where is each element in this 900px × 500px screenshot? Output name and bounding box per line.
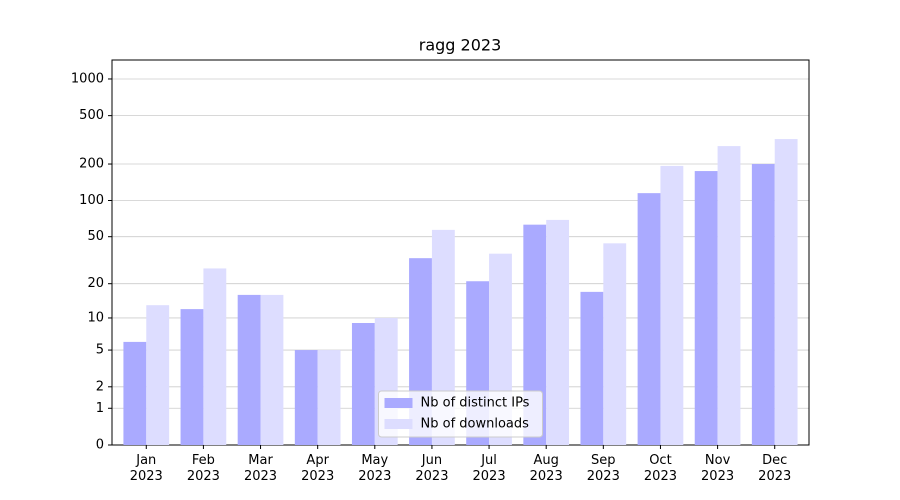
bar — [203, 268, 227, 445]
y-tick-label: 50 — [87, 229, 104, 244]
y-tick-label: 200 — [79, 157, 104, 172]
grid — [112, 78, 809, 446]
bar — [180, 309, 204, 445]
legend-label: Nb of downloads — [421, 417, 530, 432]
bar — [237, 294, 261, 445]
bar — [751, 164, 775, 445]
y-tick-label: 100 — [79, 193, 104, 208]
bar — [123, 341, 147, 445]
x-tick-label: Apr 2023 — [301, 453, 335, 484]
bar — [660, 165, 684, 445]
bar — [694, 171, 718, 445]
x-tick-label: Dec 2023 — [758, 453, 792, 484]
y-tick-label: 1 — [96, 401, 104, 416]
legend: Nb of distinct IPs Nb of downloads — [378, 390, 543, 438]
y-tick-label: 20 — [87, 276, 104, 291]
chart-title: ragg 2023 — [419, 36, 502, 55]
bar — [351, 323, 375, 445]
bar — [317, 350, 341, 445]
bar — [523, 224, 547, 445]
bar — [146, 305, 170, 445]
y-tick-label: 0 — [96, 438, 104, 453]
plot-frame — [111, 59, 810, 446]
bar — [717, 146, 741, 445]
bar — [603, 243, 627, 445]
x-tick-label: Mar 2023 — [243, 453, 278, 484]
x-tick-label: Sep 2023 — [586, 453, 620, 484]
legend-label: Nb of distinct IPs — [421, 396, 530, 411]
x-tick-label: Oct 2023 — [643, 453, 677, 484]
bar — [580, 291, 604, 445]
bar — [260, 294, 284, 445]
x-tick-label: Jul 2023 — [472, 453, 506, 484]
legend-swatch — [384, 398, 413, 408]
y-tick-label: 500 — [79, 108, 104, 123]
x-tick-label: Aug 2023 — [529, 453, 563, 484]
bar — [774, 139, 798, 445]
y-tick-label: 2 — [96, 379, 104, 394]
y-tick-label: 1000 — [71, 71, 104, 86]
x-tick-label: Nov 2023 — [701, 453, 735, 484]
x-tick-label: May 2023 — [358, 453, 392, 484]
legend-swatch — [384, 419, 413, 429]
y-tick-label: 5 — [96, 343, 104, 358]
x-tick-label: Feb 2023 — [186, 453, 220, 484]
x-tick-label: Jan 2023 — [129, 453, 163, 484]
bar — [546, 219, 570, 445]
y-tick-label: 10 — [87, 310, 104, 325]
legend-box — [378, 390, 543, 438]
bar — [294, 350, 318, 445]
x-tick-label: Jun 2023 — [415, 453, 449, 484]
bar — [637, 193, 661, 445]
